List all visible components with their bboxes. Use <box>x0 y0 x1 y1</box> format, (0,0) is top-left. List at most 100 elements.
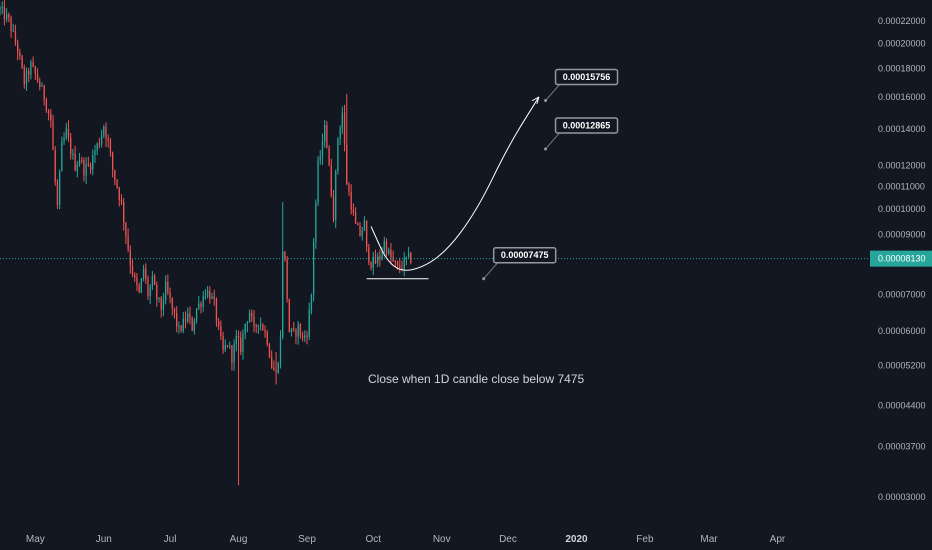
candle-body <box>5 14 8 20</box>
candle-body <box>58 171 61 205</box>
candle-body <box>220 326 222 337</box>
candle-body <box>28 71 30 75</box>
candle-body <box>17 42 19 53</box>
x-tick-label: Sep <box>298 534 316 545</box>
candle-body <box>301 335 304 338</box>
candle-body <box>127 236 129 251</box>
candle-body <box>403 257 405 269</box>
candle-body <box>319 156 321 161</box>
candle-body <box>328 147 330 166</box>
candle-body <box>317 160 319 203</box>
candle-body <box>0 8 1 11</box>
candle-body <box>224 345 226 350</box>
target-callout[interactable]: 0.00012865 <box>544 117 619 151</box>
candle-body <box>195 308 198 321</box>
candle-body <box>401 268 403 270</box>
callout-pointer <box>545 84 568 101</box>
candle-body <box>162 300 165 310</box>
candle-body <box>337 138 339 172</box>
candle-body <box>149 286 151 297</box>
y-tick-label: 0.00004400 <box>878 400 926 410</box>
candle-body <box>43 85 45 100</box>
candle-body <box>222 336 224 350</box>
candle-body <box>156 284 158 299</box>
candle-body <box>288 299 290 333</box>
candle-body <box>21 56 23 68</box>
y-tick-label: 0.00009000 <box>878 229 926 239</box>
candle-body <box>173 307 176 313</box>
candle-body <box>240 337 242 353</box>
candle-body <box>30 62 32 75</box>
candle-body <box>164 281 167 301</box>
candle-body <box>312 241 315 295</box>
candle-body <box>308 309 310 337</box>
candle-body <box>125 222 127 237</box>
candle-body <box>215 299 218 322</box>
callout-anchor <box>544 147 548 151</box>
candle-body <box>70 137 72 154</box>
candle-body <box>12 30 14 32</box>
candle-body <box>34 66 37 75</box>
candle-body <box>47 110 50 114</box>
candle-body <box>8 14 10 18</box>
candle-body <box>193 320 196 331</box>
current-price-tag <box>870 250 932 267</box>
candle-body <box>259 324 262 326</box>
current-price-label: 0.00008130 <box>878 254 926 264</box>
candle-body <box>237 335 240 338</box>
candle-body <box>229 345 231 347</box>
projection-curve <box>370 96 540 271</box>
candle-body <box>275 370 277 373</box>
candle-body <box>284 251 286 260</box>
candle-body <box>131 265 134 275</box>
candle-body <box>63 137 65 142</box>
candle-body <box>368 246 370 263</box>
callout-anchor <box>544 99 548 103</box>
target-callout[interactable]: 0.00015756 <box>544 68 619 103</box>
candle-body <box>321 141 324 157</box>
candle-body <box>114 169 116 180</box>
y-tick-label: 0.00014000 <box>878 124 926 134</box>
candle-body <box>304 335 306 338</box>
x-tick-label: Oct <box>365 534 381 545</box>
candle-body <box>377 256 379 264</box>
candle-body <box>182 318 184 331</box>
candle-body <box>217 321 220 327</box>
y-tick-label: 0.00007000 <box>878 289 926 299</box>
candle-body <box>363 220 366 231</box>
candle-body <box>226 345 229 347</box>
candle-body <box>107 138 109 141</box>
callout-box <box>492 246 557 264</box>
candle-body <box>180 325 182 331</box>
candle-body <box>147 279 149 297</box>
target-callout[interactable]: 0.00007475 <box>482 246 557 281</box>
candle-body <box>25 71 28 85</box>
candle-body <box>120 199 123 202</box>
candle-body <box>315 202 317 242</box>
candles-layer <box>0 0 868 486</box>
candle-body <box>394 260 397 262</box>
y-tick-label: 0.00010000 <box>878 204 926 214</box>
candle-body <box>198 303 200 309</box>
candle-body <box>410 253 412 263</box>
candle-body <box>83 160 85 176</box>
candle-body <box>105 126 107 139</box>
candle-body <box>191 317 193 331</box>
candle-body <box>396 261 399 266</box>
x-tick-label: 2020 <box>565 534 588 545</box>
candle-body <box>297 323 299 337</box>
candle-body <box>184 318 187 322</box>
candle-body <box>200 303 202 307</box>
callout-pointer <box>483 262 506 280</box>
drawings-layer: 0.00015756 0.00012865 0.00007475 Close when… <box>366 68 619 386</box>
candle-body <box>332 196 335 220</box>
candle-body <box>310 294 313 310</box>
y-tick-label: 0.00016000 <box>878 92 926 102</box>
y-tick-label: 0.00012000 <box>878 161 926 171</box>
candle-body <box>50 113 52 121</box>
callout-box <box>554 68 619 86</box>
candle-body <box>286 259 288 300</box>
candle-body <box>89 164 92 170</box>
